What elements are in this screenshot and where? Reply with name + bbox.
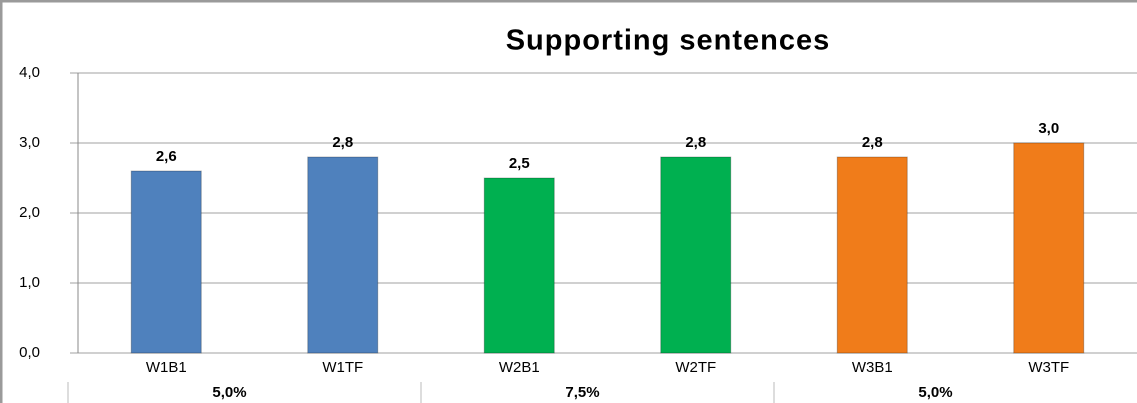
bar [836, 156, 908, 354]
data-label: 2,8 [862, 134, 883, 151]
y-tick-label: 3,0 [19, 134, 40, 151]
bar [660, 156, 732, 354]
x-tick-label: W3B1 [852, 359, 893, 376]
data-label: 2,8 [332, 134, 353, 151]
data-label: 2,6 [156, 148, 177, 165]
bar [1013, 142, 1085, 354]
x-tick-label: W2B1 [499, 359, 540, 376]
bar [307, 156, 379, 354]
x-tick-label: W1TF [322, 359, 363, 376]
y-tick-label: 1,0 [19, 274, 40, 291]
x-tick-label: W3TF [1028, 359, 1069, 376]
data-label: 2,8 [685, 134, 706, 151]
y-tick-label: 2,0 [19, 204, 40, 221]
x-tick-label: W2TF [675, 359, 716, 376]
group-label: 5,0% [918, 384, 952, 401]
data-label: 2,5 [509, 155, 530, 172]
bar [483, 177, 555, 354]
bar [130, 170, 202, 354]
data-label: 3,0 [1038, 120, 1059, 137]
group-label: 7,5% [565, 384, 599, 401]
x-tick-label: W1B1 [146, 359, 187, 376]
chart-title: Supporting sentences [506, 25, 831, 57]
group-label: 5,0% [212, 384, 246, 401]
y-tick-label: 0,0 [19, 344, 40, 361]
y-tick-label: 4,0 [19, 64, 40, 81]
